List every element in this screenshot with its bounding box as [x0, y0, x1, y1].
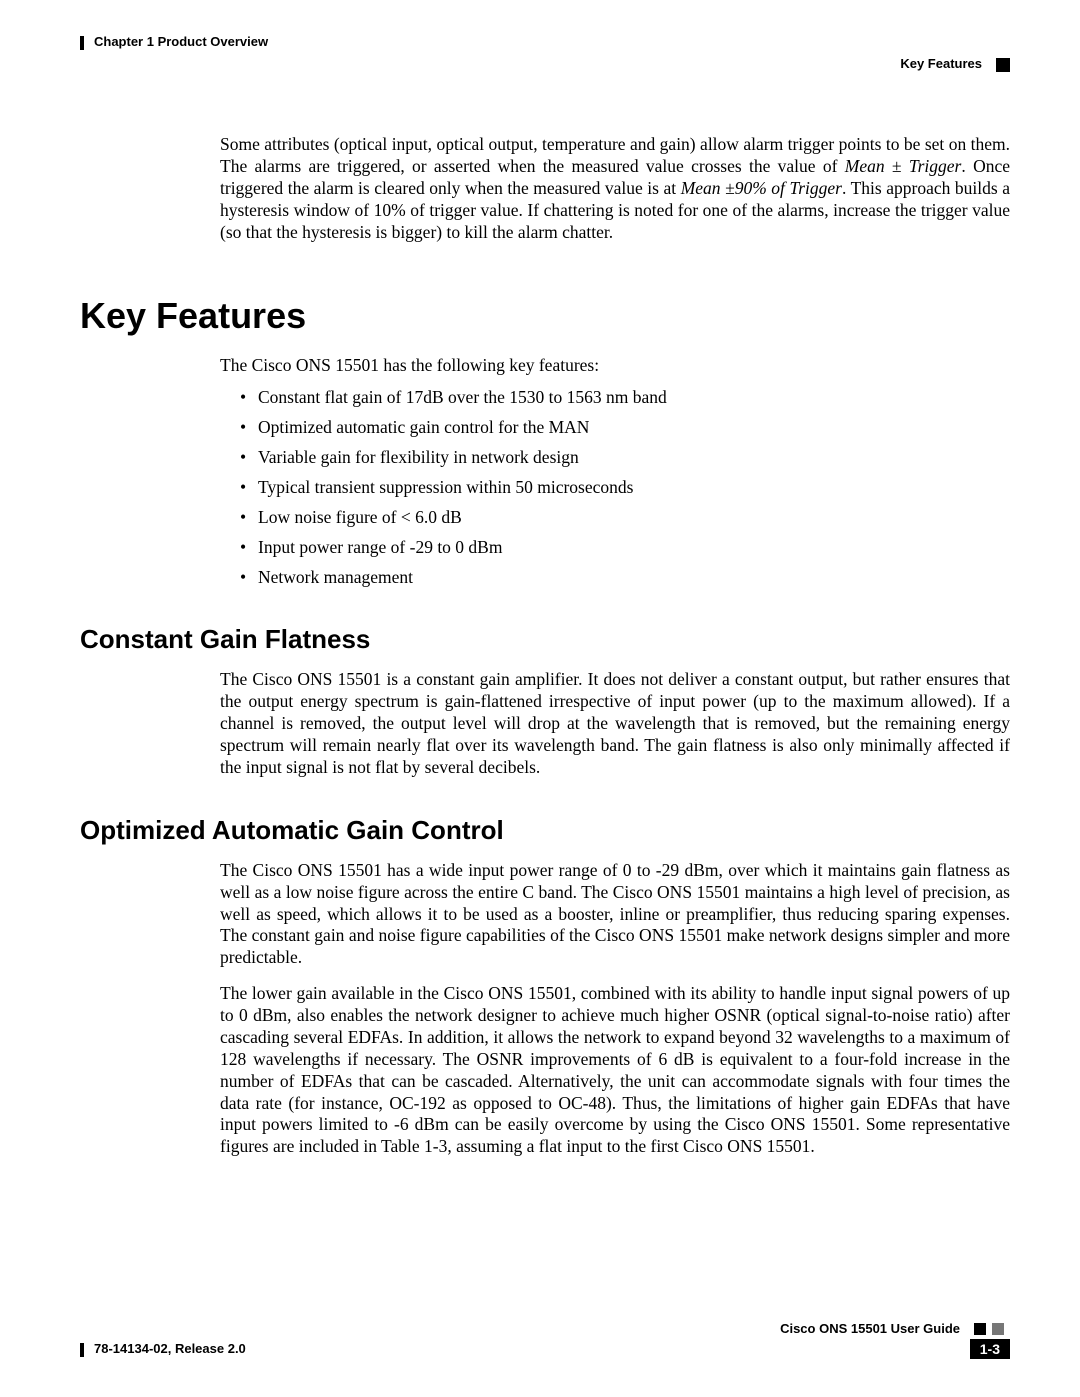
key-features-lead: The Cisco ONS 15501 has the following ke… [220, 355, 1010, 377]
optimized-agc-heading: Optimized Automatic Gain Control [80, 815, 1010, 846]
footer-guide: Cisco ONS 15501 User Guide [780, 1321, 960, 1336]
optimized-agc-paragraph-2: The lower gain available in the Cisco ON… [220, 983, 1010, 1158]
list-item: Optimized automatic gain control for the… [240, 417, 1010, 439]
list-item: Typical transient suppression within 50 … [240, 477, 1010, 499]
header-bar-icon [80, 36, 84, 50]
header-square-icon [996, 58, 1010, 72]
footer-release: 78-14134-02, Release 2.0 [94, 1341, 246, 1356]
footer-square-icon [992, 1323, 1004, 1335]
key-features-heading: Key Features [80, 295, 1010, 337]
footer-bar-icon [80, 1343, 84, 1357]
list-item: Network management [240, 567, 1010, 589]
footer-square-icon [974, 1323, 986, 1335]
optimized-agc-paragraph-1: The Cisco ONS 15501 has a wide input pow… [220, 860, 1010, 969]
constant-gain-paragraph: The Cisco ONS 15501 is a constant gain a… [220, 669, 1010, 778]
constant-gain-heading: Constant Gain Flatness [80, 624, 1010, 655]
header-section: Key Features [900, 56, 982, 71]
list-item: Variable gain for flexibility in network… [240, 447, 1010, 469]
page-footer: Cisco ONS 15501 User Guide 78-14134-02, … [80, 1327, 1010, 1367]
list-item: Constant flat gain of 17dB over the 1530… [240, 387, 1010, 409]
intro-paragraph: Some attributes (optical input, optical … [220, 134, 1010, 243]
list-item: Input power range of -29 to 0 dBm [240, 537, 1010, 559]
page-header: Chapter 1 Product Overview Key Features [80, 34, 1010, 74]
key-features-list: Constant flat gain of 17dB over the 1530… [240, 387, 1010, 588]
list-item: Low noise figure of < 6.0 dB [240, 507, 1010, 529]
content: Some attributes (optical input, optical … [80, 134, 1010, 1158]
footer-page-number: 1-3 [970, 1339, 1010, 1359]
header-chapter: Chapter 1 Product Overview [94, 34, 268, 49]
